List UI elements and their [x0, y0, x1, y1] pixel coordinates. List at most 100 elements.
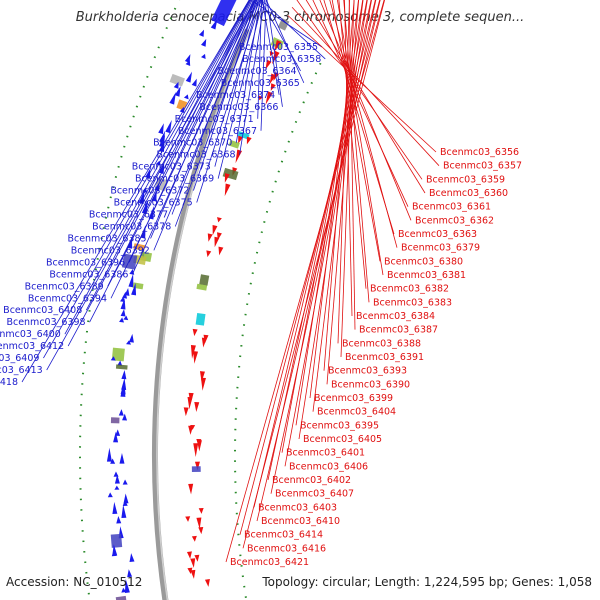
gene-feature [115, 595, 127, 600]
gene-label: Bcenmc03_6387 [359, 325, 438, 336]
label-leader [107, 0, 252, 287]
gene-feature [200, 377, 206, 391]
gene-feature [185, 516, 191, 522]
feature-arrow [198, 527, 204, 535]
label-leader [270, 0, 377, 494]
gene-label: Bcenmc03_6358 [242, 54, 321, 65]
gene-feature [201, 337, 207, 348]
label-leader [196, 0, 262, 203]
gene-feature [138, 190, 145, 204]
label-leader [267, 0, 372, 481]
feature-arrow [188, 425, 194, 435]
feature-arrow [218, 246, 224, 256]
gene-label: Bcenmc03_6364 [217, 66, 296, 77]
gene-feature [115, 429, 121, 436]
gene-feature [207, 233, 213, 242]
feature-arrow [122, 500, 128, 507]
gene-label: Bcenmc03_6365 [221, 78, 300, 89]
gene-label: Bcenmc03_6377 [89, 210, 168, 221]
gene-label: Bcenmc03_6421 [230, 557, 309, 568]
gene-feature [183, 94, 189, 100]
gene-label: Bcenmc03_6414 [244, 530, 323, 541]
feature-arrow [119, 317, 125, 323]
label-leader [239, 0, 381, 535]
gene-label: Bcenmc03_6356 [440, 147, 519, 158]
gene-feature [212, 224, 218, 236]
gene-feature [184, 54, 191, 63]
gene-feature [258, 95, 264, 101]
feature-arrow [190, 558, 196, 568]
gene-feature [196, 517, 202, 530]
feature-arrow [258, 95, 264, 101]
label-leader [46, 0, 256, 371]
gene-label: Bcenmc03_6386 [49, 269, 128, 280]
gene-label: Bcenmc03_6399 [314, 393, 393, 404]
label-leader [85, 0, 251, 311]
feature-arrow [191, 78, 197, 87]
feature-arrow [106, 447, 112, 462]
gene-feature [270, 83, 276, 91]
gene-feature [158, 123, 164, 135]
feature-block [169, 73, 185, 87]
gene-label: Bcenmc03_6395 [300, 420, 379, 431]
gene-label: Bcenmc03_6371 [175, 114, 254, 125]
feature-arrow [131, 282, 137, 296]
gene-feature [194, 401, 200, 413]
gene-label: Bcenmc03_6410 [261, 516, 340, 527]
gene-feature [185, 60, 191, 66]
feature-block [199, 274, 210, 286]
gene-feature [122, 479, 128, 485]
gene-feature [112, 501, 118, 514]
label-leader [287, 15, 437, 153]
gene-feature [107, 492, 113, 498]
feature-arrow [122, 479, 128, 485]
feature-arrow [114, 474, 120, 484]
feature-arrow [145, 168, 151, 179]
feature-arrow [194, 401, 200, 413]
gene-label: Bcenmc03_6407 [275, 489, 354, 500]
feature-block [196, 283, 208, 291]
gene-label: Bcenmc03_6363 [398, 229, 477, 240]
backbone-ring [152, 28, 251, 600]
gene-feature [121, 587, 127, 593]
feature-arrow [187, 567, 193, 575]
feature-arrow [113, 471, 119, 477]
gene-feature [115, 364, 128, 370]
gene-label: Bcenmc03_6368 [156, 150, 235, 161]
label-leader [265, 0, 305, 84]
feature-block [228, 139, 240, 149]
gene-feature [110, 533, 123, 548]
gene-feature [265, 91, 273, 105]
gene-feature [191, 466, 201, 472]
feature-arrow [120, 384, 126, 397]
feature-arrow [193, 351, 199, 364]
label-leader [132, 0, 258, 275]
gene-feature [119, 317, 125, 323]
label-leader [260, 0, 326, 60]
feature-arrow [121, 504, 127, 518]
gene-feature [188, 425, 194, 435]
gene-label: Bcenmc03_6357 [443, 161, 522, 172]
label-leader [337, 0, 384, 276]
backbone-arc [152, 28, 251, 600]
feature-arrow [129, 553, 135, 562]
feature-arrow [191, 535, 197, 542]
gene-feature [169, 73, 185, 87]
gene-label: Bcenmc03_6384 [356, 311, 435, 322]
feature-block [110, 417, 120, 424]
feature-arrow [173, 81, 179, 89]
label-leader [337, 0, 350, 344]
label-leader [214, 0, 259, 167]
feature-arrow [184, 54, 191, 63]
label-leader [110, 0, 257, 299]
large-feature-block [277, 18, 290, 31]
gene-feature [218, 246, 224, 256]
feature-arrow [200, 377, 206, 391]
label-leader [67, 0, 256, 347]
gene-label: Bcenmc03_6404 [317, 407, 396, 418]
label-leader [266, 0, 283, 107]
gene-label: Bcenmc03_6393 [328, 366, 407, 377]
gene-feature [190, 558, 196, 568]
gene-label: Bcenmc03_6382 [370, 284, 449, 295]
